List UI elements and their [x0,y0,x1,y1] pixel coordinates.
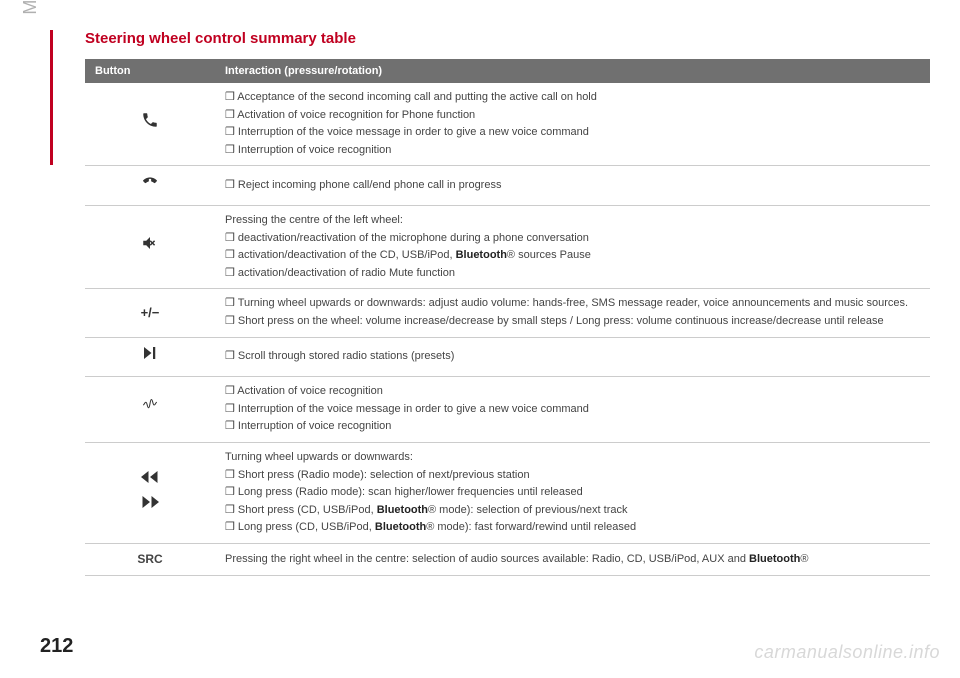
table-row: ❒ Activation of voice recognition❒ Inter… [85,377,930,443]
phone-icon [141,116,159,133]
table-row: Pressing the centre of the left wheel:❒ … [85,205,930,288]
watermark: carmanualsonline.info [754,642,940,663]
next-track-icon [141,349,159,366]
section-title: Steering wheel control summary table [85,30,930,47]
table-row: Turning wheel upwards or downwards:❒ Sho… [85,442,930,543]
hangup-icon [141,177,159,194]
side-accent-bar [50,30,53,165]
th-interaction: Interaction (pressure/rotation) [215,59,930,83]
interaction-cell: ❒ Activation of voice recognition❒ Inter… [215,377,930,443]
control-summary-table: Button Interaction (pressure/rotation) ❒… [85,59,930,576]
button-cell: +/− [85,289,215,337]
button-cell [85,377,215,443]
interaction-cell: ❒ Reject incoming phone call/end phone c… [215,166,930,206]
button-cell [85,83,215,166]
voice-icon [141,401,159,418]
page-number: 212 [40,635,73,658]
interaction-cell: Turning wheel upwards or downwards:❒ Sho… [215,442,930,543]
button-cell: SRC [85,543,215,576]
th-button: Button [85,59,215,83]
button-cell [85,442,215,543]
interaction-cell: ❒ Scroll through stored radio stations (… [215,337,930,377]
interaction-cell: ❒ Turning wheel upwards or downwards: ad… [215,289,930,337]
table-row: ❒ Scroll through stored radio stations (… [85,337,930,377]
interaction-cell: Pressing the centre of the left wheel:❒ … [215,205,930,288]
table-row: +/− ❒ Turning wheel upwards or downwards:… [85,289,930,337]
interaction-cell: ❒ Acceptance of the second incoming call… [215,83,930,166]
table-body: ❒ Acceptance of the second incoming call… [85,83,930,576]
table-row: ❒ Reject incoming phone call/end phone c… [85,166,930,206]
section-side-label: MULTIMEDIA [20,0,41,30]
table-row: SRC Pressing the right wheel in the centr… [85,543,930,576]
volume-plus-minus-icon: +/− [141,305,160,320]
seek-icons [141,473,159,514]
mute-icon [141,239,159,256]
button-cell [85,166,215,206]
table-header-row: Button Interaction (pressure/rotation) [85,59,930,83]
src-label-icon: SRC [137,552,162,566]
table-row: ❒ Acceptance of the second incoming call… [85,83,930,166]
main-content: Steering wheel control summary table But… [85,30,930,576]
interaction-cell: Pressing the right wheel in the centre: … [215,543,930,576]
button-cell [85,205,215,288]
button-cell [85,337,215,377]
